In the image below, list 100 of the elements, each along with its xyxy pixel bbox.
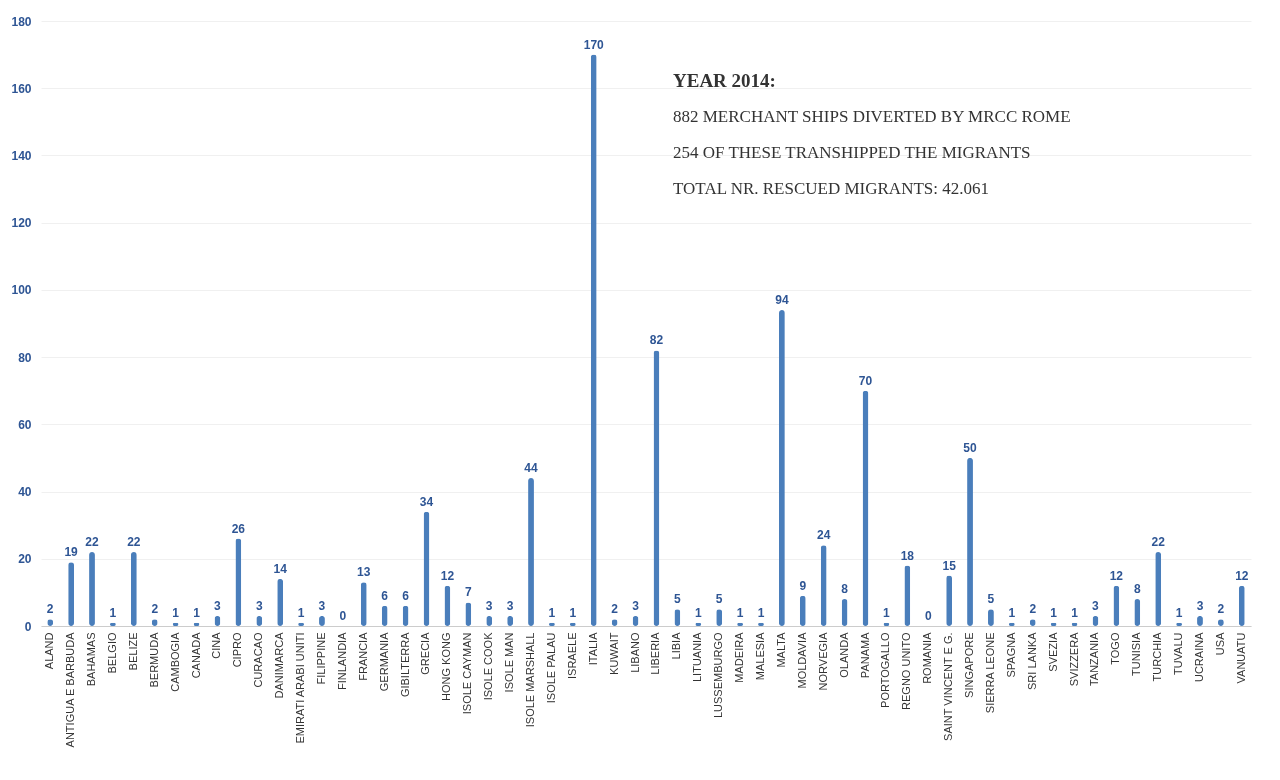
data-label: 1 (1008, 605, 1016, 620)
data-label: 14 (273, 561, 288, 576)
x-tick-label: TOGO (1109, 632, 1122, 665)
x-tick-label: SVIZZERA (1067, 631, 1080, 687)
data-label: 0 (924, 609, 932, 623)
data-label: 22 (1151, 535, 1166, 550)
data-label: 2 (151, 602, 159, 617)
x-tick-label: CIPRO (231, 632, 244, 668)
data-label: 2 (1217, 602, 1225, 617)
data-label: 1 (548, 605, 556, 620)
data-label: 22 (85, 535, 99, 550)
y-tick-label: 60 (18, 417, 32, 432)
data-label: 2 (1029, 602, 1037, 617)
data-label: 22 (127, 535, 141, 550)
data-label: 3 (485, 598, 493, 613)
data-label: 34 (419, 494, 434, 509)
data-label: 3 (255, 598, 263, 613)
data-label: 7 (464, 585, 472, 600)
x-tick-label: FINLANDIA (335, 631, 348, 690)
x-tick-label: NORVEGIA (816, 631, 829, 691)
x-tick-label: SRI LANKA (1025, 631, 1038, 690)
x-tick-label: ISOLE COOK (482, 631, 495, 701)
data-label: 15 (942, 558, 957, 573)
data-label: 1 (757, 605, 765, 620)
data-label: 1 (569, 605, 577, 620)
x-tick-label: PANAMA (858, 631, 871, 679)
annotation: YEAR 2014: (673, 70, 776, 91)
x-tick-label: MALESIA (753, 631, 766, 681)
x-tick-label: LITUANIA (691, 631, 704, 683)
data-label: 24 (817, 528, 831, 543)
data-label: 1 (297, 605, 305, 620)
data-label: 1 (172, 605, 180, 620)
x-tick-label: VANUATU (1234, 632, 1247, 684)
data-label: 50 (963, 440, 978, 455)
x-tick-label: ISOLE PALAU (544, 632, 557, 704)
data-label: 2 (46, 602, 54, 617)
data-label: 6 (381, 588, 389, 603)
y-tick-label: 100 (11, 283, 32, 298)
data-label: 1 (694, 605, 702, 620)
x-tick-label: BELGIO (105, 632, 118, 674)
data-label: 3 (1196, 598, 1204, 613)
data-label: 3 (318, 598, 326, 613)
data-label: 3 (1092, 598, 1100, 613)
x-tick-label: CINA (210, 631, 223, 659)
y-tick-label: 180 (11, 14, 32, 29)
x-tick-label: CAMBOGIA (168, 631, 181, 692)
data-label: 1 (883, 605, 891, 620)
data-label: 5 (987, 592, 995, 607)
data-label: 3 (214, 598, 222, 613)
x-tick-label: SPAGNA (1004, 631, 1017, 678)
data-label: 12 (1109, 568, 1124, 583)
x-tick-label: MALTA (774, 631, 787, 668)
x-tick-label: TURCHIA (1151, 631, 1164, 682)
data-label: 12 (1235, 568, 1249, 583)
data-label: 2 (611, 602, 619, 617)
data-label: 5 (674, 592, 682, 607)
y-tick-label: 160 (11, 81, 32, 96)
x-tick-label: LIBANO (628, 632, 641, 673)
x-tick-label: CANADA (189, 631, 202, 679)
data-label: 13 (357, 565, 371, 580)
x-tick-label: UCRAINA (1192, 631, 1205, 683)
data-label: 1 (1071, 605, 1079, 620)
data-label: 1 (1175, 605, 1183, 620)
y-tick-label: 0 (24, 619, 32, 634)
data-label: 12 (440, 568, 455, 583)
y-tick-label: 120 (11, 216, 32, 231)
x-tick-label: LIBIA (670, 631, 683, 660)
x-tick-label: ALAND (43, 632, 56, 670)
data-label: 5 (715, 592, 723, 607)
data-label: 82 (649, 333, 664, 348)
x-tick-label: SINGAPORE (963, 632, 976, 698)
x-tick-label: EMIRATI ARABI UNITI (294, 632, 307, 744)
x-tick-label: HONG KONG (440, 632, 453, 701)
x-tick-label: CURACAO (252, 632, 265, 688)
x-tick-label: BELIZE (126, 632, 139, 671)
x-tick-label: LIBERIA (649, 631, 662, 675)
data-label: 3 (632, 598, 640, 613)
x-tick-label: ISOLE CAYMAN (461, 632, 474, 715)
x-tick-label: SVEZIA (1046, 631, 1059, 672)
data-label: 170 (583, 37, 605, 52)
x-tick-label: FILIPPINE (314, 632, 327, 685)
data-label: 70 (858, 373, 873, 388)
data-label: 19 (64, 545, 79, 560)
data-label: 1 (109, 605, 117, 620)
x-tick-label: GIBILTERRA (398, 631, 411, 698)
x-tick-label: BAHAMAS (85, 632, 98, 687)
data-label: 44 (524, 461, 539, 476)
x-tick-label: SAINT VINCENT E G. (942, 632, 955, 741)
x-tick-label: ITALIA (586, 631, 599, 666)
x-tick-label: DANIMARCA (273, 631, 286, 699)
x-tick-label: SIERRA LEONE (983, 632, 996, 714)
x-tick-label: LUSSEMBURGO (712, 632, 725, 719)
x-tick-label: OLANDA (837, 631, 850, 678)
y-tick-label: 140 (11, 148, 32, 163)
annotation: 254 OF THESE TRANSHIPPED THE MIGRANTS (673, 143, 1031, 162)
x-tick-label: ROMANIA (921, 631, 934, 684)
x-tick-label: MADEIRA (733, 631, 746, 683)
x-tick-label: BERMUDA (147, 631, 160, 688)
data-label: 18 (900, 548, 915, 563)
annotation: 882 MERCHANT SHIPS DIVERTED BY MRCC ROME (673, 107, 1071, 126)
